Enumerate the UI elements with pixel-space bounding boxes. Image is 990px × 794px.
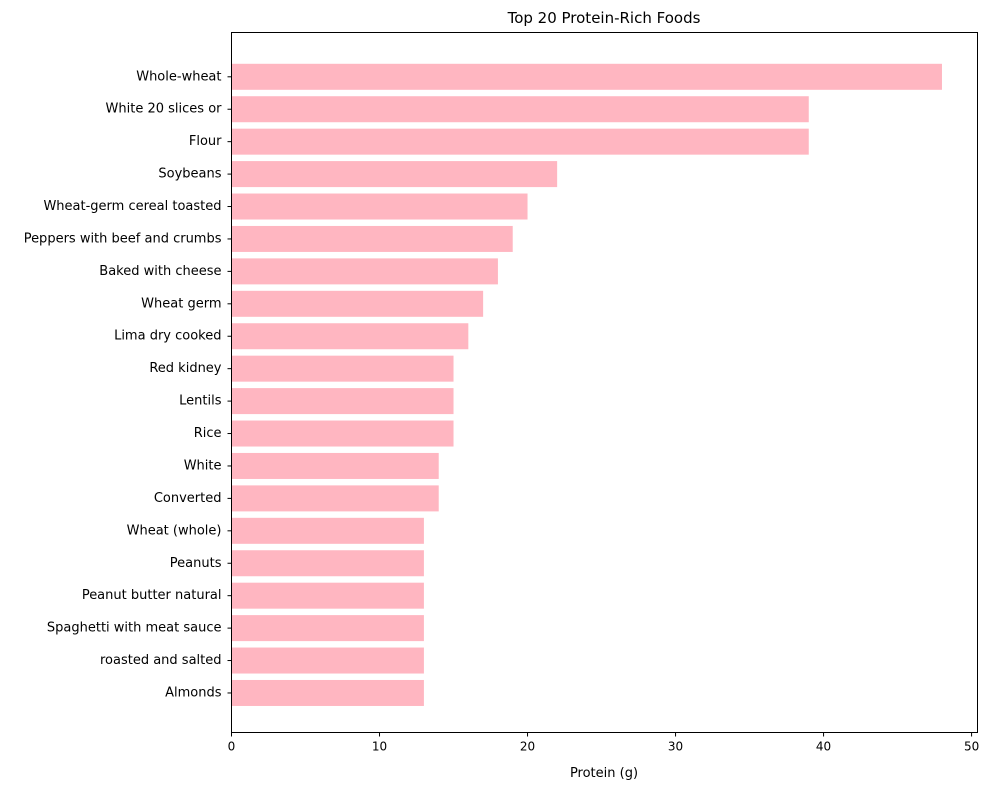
bar xyxy=(231,388,454,415)
bar xyxy=(231,193,528,220)
x-tick-label: 0 xyxy=(228,740,236,754)
bar xyxy=(231,420,454,447)
bar xyxy=(231,615,424,642)
x-axis-title: Protein (g) xyxy=(570,766,638,781)
bar xyxy=(231,323,469,350)
bar xyxy=(231,517,424,544)
category-label: Flour xyxy=(189,134,222,149)
bar xyxy=(231,258,498,285)
x-tick-label: 30 xyxy=(668,740,683,754)
bar xyxy=(231,128,809,155)
category-label: Wheat-germ cereal toasted xyxy=(43,199,221,214)
bar xyxy=(231,647,424,674)
bar xyxy=(231,582,424,609)
bar xyxy=(231,679,424,706)
category-label: Lima dry cooked xyxy=(114,329,221,344)
category-label: Baked with cheese xyxy=(99,264,221,279)
x-tick-label: 40 xyxy=(816,740,831,754)
category-label: White xyxy=(184,458,222,473)
category-label: Red kidney xyxy=(149,361,221,376)
category-label: Lentils xyxy=(179,394,222,409)
bar xyxy=(231,225,513,252)
chart-title: Top 20 Protein-Rich Foods xyxy=(507,9,701,27)
bar xyxy=(231,290,484,317)
category-labels: Whole-wheat White 20 slices or Flour Soybea… xyxy=(24,69,232,700)
category-label: roasted and salted xyxy=(100,653,222,668)
category-label: Whole-wheat xyxy=(136,69,221,84)
category-label: Wheat (whole) xyxy=(127,523,222,538)
bar xyxy=(231,161,558,188)
bars-layer xyxy=(231,63,942,706)
x-tick-label: 50 xyxy=(964,740,979,754)
bar xyxy=(231,96,809,123)
category-label: Converted xyxy=(154,491,222,506)
bar xyxy=(231,63,942,90)
category-label: Rice xyxy=(194,426,222,441)
category-label: Wheat germ xyxy=(141,296,221,311)
plot-frame xyxy=(231,32,978,733)
x-tick-label: 20 xyxy=(520,740,535,754)
bar xyxy=(231,452,439,479)
category-label: Soybeans xyxy=(158,167,221,182)
category-label: Peanuts xyxy=(170,556,222,571)
bar xyxy=(231,355,454,382)
bar xyxy=(231,485,439,512)
category-label: Peanut butter natural xyxy=(82,588,222,603)
category-label: Almonds xyxy=(165,685,222,700)
category-label: Spaghetti with meat sauce xyxy=(47,621,222,636)
bar xyxy=(231,550,424,577)
x-axis-ticks: 0 10 20 30 40 50 xyxy=(228,732,979,754)
x-tick-label: 10 xyxy=(372,740,387,754)
category-label: White 20 slices or xyxy=(106,102,223,117)
category-label: Peppers with beef and crumbs xyxy=(24,231,222,246)
